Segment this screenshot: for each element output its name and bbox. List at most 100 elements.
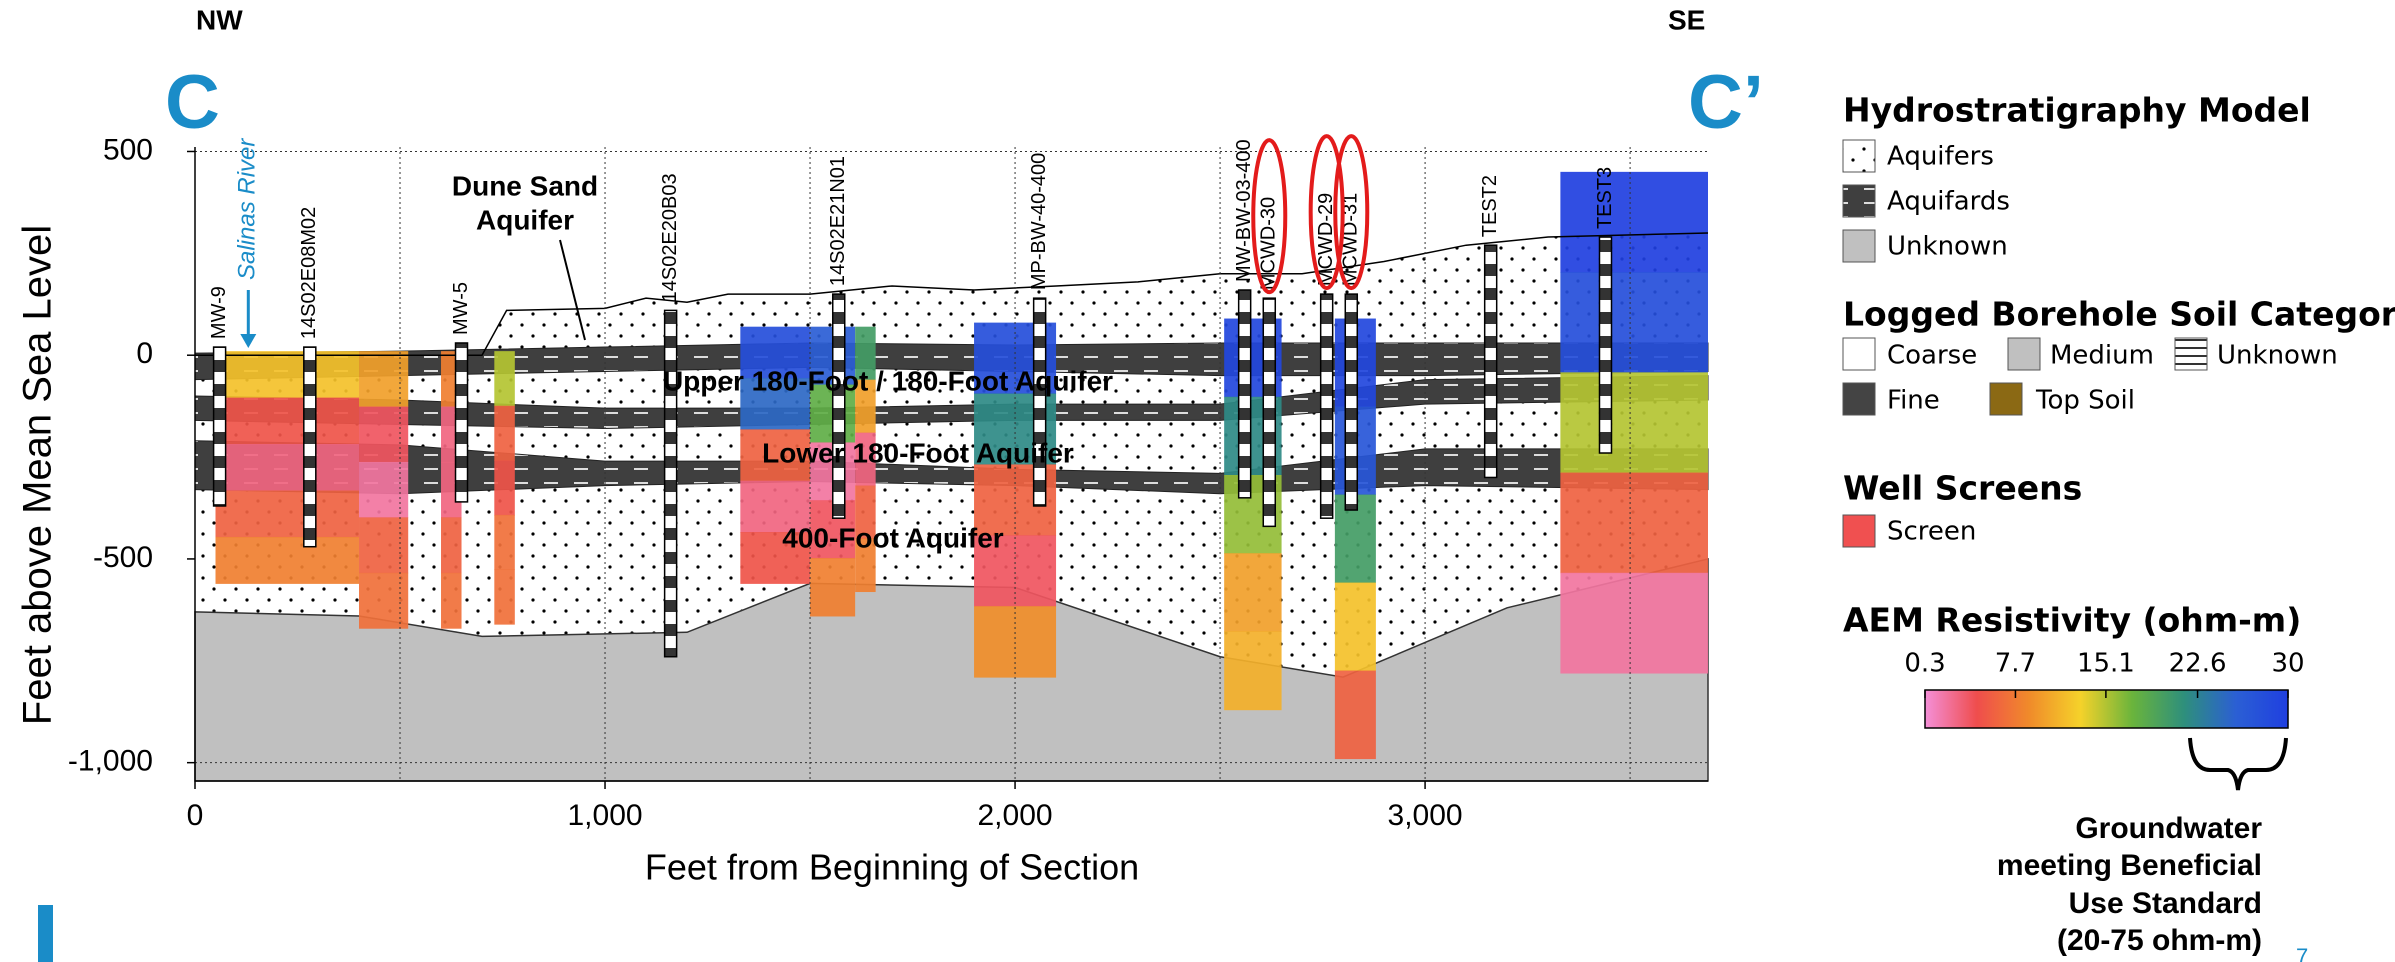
aem-cell (1335, 583, 1376, 672)
well-label: MW-5 (450, 282, 472, 335)
note-line: Use Standard (2069, 887, 2262, 920)
aem-cell (359, 462, 408, 518)
aem-cell (494, 460, 515, 515)
aem-cell (216, 398, 360, 445)
bracket (2190, 738, 2286, 790)
well-label: MP-BW-40-400 (1028, 153, 1050, 290)
legend-swatch (1843, 515, 1875, 547)
legend-label: Aquifards (1887, 187, 2010, 217)
y-tick-label: 0 (136, 337, 153, 370)
x-axis-label: Feet from Beginning of Section (645, 847, 1139, 888)
aem-cell (1560, 473, 1708, 574)
colorbar-tick-label: 7.7 (1995, 649, 2036, 679)
legend-label: Screen (1887, 517, 1976, 547)
annotation: 400-Foot Aquifer (782, 522, 1004, 553)
aem-cell (441, 517, 462, 573)
well (1599, 237, 1611, 453)
plot: MW-9 14S02E08M02 MW-5 14S02E20B03 14S02E21N0… (68, 133, 1708, 832)
accent-bar (38, 905, 53, 962)
aem-cell (1560, 272, 1708, 373)
legend-swatch (1843, 140, 1875, 172)
aem-cell (216, 351, 360, 398)
aem-cell (359, 573, 408, 629)
annotation: Upper 180-Foot / 180-Foot Aquifer (663, 365, 1113, 396)
y-axis-label: Feet above Mean Sea Level (16, 225, 60, 725)
legend-label: Top Soil (2035, 386, 2135, 416)
x-tick-label: 0 (187, 799, 204, 832)
direction-left: NW (196, 4, 243, 35)
y-tick-label: 500 (103, 133, 153, 166)
aem-cell (359, 351, 408, 407)
well-label: TEST3 (1594, 167, 1616, 229)
y-tick-label: -500 (93, 541, 153, 574)
direction-right: SE (1668, 4, 1705, 35)
aem-cell (216, 444, 360, 491)
x-tick-label: 1,000 (567, 799, 642, 832)
well-label: 14S02E21N01 (827, 156, 849, 286)
legend: Hydrostratigraphy Model Aquifers Aquifar… (1843, 91, 2395, 957)
legend-swatch (1843, 230, 1875, 262)
legend-title: Well Screens (1843, 469, 2082, 508)
annotation: Dune Sand (452, 170, 598, 201)
legend-swatch (1990, 383, 2022, 415)
page-number: 7 (2296, 944, 2308, 962)
legend-swatch (1843, 383, 1875, 415)
legend-label: Coarse (1887, 341, 1977, 371)
section-start: C (165, 60, 220, 145)
aem-cell (1335, 671, 1376, 760)
legend-swatch (1843, 185, 1875, 217)
colorbar-tick-label: 22.6 (2169, 649, 2227, 679)
legend-swatch (1843, 338, 1875, 370)
x-tick-label: 3,000 (1388, 799, 1463, 832)
aem-cell (1224, 631, 1281, 710)
legend-swatch (2008, 338, 2040, 370)
river-arrowhead (240, 334, 256, 348)
aem-cell (359, 517, 408, 573)
aem-cell (1560, 573, 1708, 674)
aem-cell (810, 558, 855, 616)
aem-cell (1560, 372, 1708, 473)
legend-label: Unknown (2217, 341, 2338, 371)
aem-cell (1560, 172, 1708, 273)
aem-cell (216, 490, 360, 537)
x-tick-label: 2,000 (978, 799, 1053, 832)
legend-label: Unknown (1887, 232, 2008, 262)
well (1345, 294, 1357, 510)
well (214, 347, 226, 506)
well (1263, 298, 1275, 526)
well-label: 14S02E20B03 (659, 173, 681, 302)
well-label: 14S02E08M02 (298, 207, 320, 339)
aem-cell (494, 406, 515, 461)
legend-title: Hydrostratigraphy Model (1843, 91, 2311, 130)
page: {"header": {"left": "NW", "right": "SE",… (0, 0, 2395, 962)
well (1485, 245, 1497, 477)
legend-label: Aquifers (1887, 142, 1994, 172)
well (304, 347, 316, 547)
well (833, 294, 845, 518)
aem-cell (216, 537, 360, 584)
colorbar-tick-label: 30 (2271, 649, 2304, 679)
colorbar-tick-label: 0.3 (1904, 649, 1945, 679)
river-label: Salinas River (234, 138, 261, 280)
aem-cell (494, 570, 515, 625)
well (1034, 298, 1046, 506)
well (665, 310, 677, 656)
annotation: Aquifer (476, 204, 574, 235)
y-tick-label: -1,000 (68, 745, 153, 778)
slide: MW-9 14S02E08M02 MW-5 14S02E20B03 14S02E21N0… (0, 0, 2395, 962)
aem-cell (1224, 553, 1281, 632)
aem-cell (494, 351, 515, 406)
well (1239, 290, 1251, 498)
section-end: C’ (1688, 60, 1764, 145)
annotation: Lower 180-Foot Aquifer (762, 437, 1074, 468)
aem-cell (494, 515, 515, 570)
colorbar-tick-label: 15.1 (2077, 649, 2135, 679)
aem-cell (359, 407, 408, 463)
legend-title: Logged Borehole Soil Category (1843, 295, 2395, 334)
legend-label: Fine (1887, 386, 1940, 416)
legend-label: Medium (2050, 341, 2154, 371)
colorbar-title: AEM Resistivity (ohm-m) (1843, 601, 2301, 640)
note-line: meeting Beneficial (1997, 849, 2262, 882)
note-line: (20-75 ohm-m) (2057, 924, 2262, 957)
well-label: MW-9 (208, 286, 230, 339)
